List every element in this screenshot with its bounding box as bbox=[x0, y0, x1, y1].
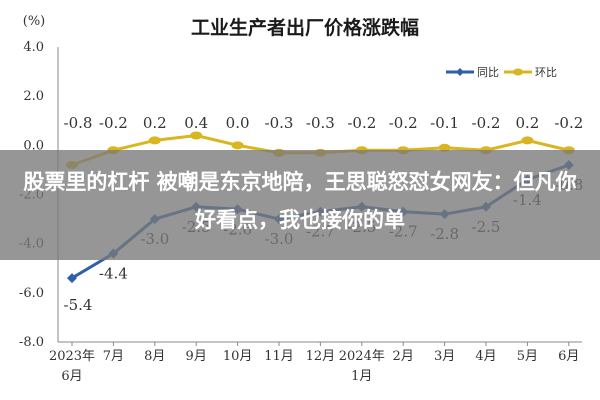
legend-label-1: 环比 bbox=[535, 66, 557, 79]
y-axis-unit: (%) bbox=[23, 14, 46, 29]
data-label: 0.2 bbox=[143, 114, 167, 132]
y-tick-label: 2.0 bbox=[23, 89, 44, 104]
data-label: -0.2 bbox=[554, 114, 583, 132]
legend-marker-mom bbox=[513, 68, 523, 76]
data-label: -0.3 bbox=[265, 114, 294, 132]
data-label: -0.2 bbox=[99, 114, 128, 132]
x-tick-label: 2024年 1月 bbox=[339, 349, 385, 384]
y-tick-label: 4.0 bbox=[23, 40, 44, 55]
data-label: -4.4 bbox=[99, 265, 128, 283]
legend-label-0: 同比 bbox=[477, 66, 499, 79]
data-point-mom bbox=[438, 143, 451, 152]
legend-marker-yoy bbox=[456, 68, 464, 76]
data-point-mom bbox=[231, 141, 244, 150]
x-tick-label: 5月 bbox=[517, 349, 538, 364]
chart-title: 工业生产者出厂价格涨跌幅 bbox=[191, 16, 419, 39]
data-label: 0.2 bbox=[515, 114, 539, 132]
y-tick-label: -6.0 bbox=[19, 286, 44, 301]
x-tick-label: 2月 bbox=[393, 349, 414, 364]
data-label: -0.2 bbox=[347, 114, 376, 132]
x-tick-label: 12月 bbox=[306, 349, 336, 364]
x-tick-label: 2023年 6月 bbox=[49, 349, 95, 384]
x-tick-label: 10月 bbox=[223, 349, 253, 364]
data-point-mom bbox=[148, 136, 161, 145]
overlay-headline: 股票里的杠杆 被嘲是东京地陪，王思聪怒怼女网友：但凡你好看点，我也接你的单 bbox=[23, 170, 577, 232]
data-label: 0.0 bbox=[226, 114, 250, 132]
data-label: -0.2 bbox=[389, 114, 418, 132]
data-label: -0.2 bbox=[472, 114, 501, 132]
data-point-mom bbox=[190, 131, 203, 140]
data-point-mom bbox=[521, 136, 534, 145]
x-tick-label: 7月 bbox=[103, 349, 124, 364]
y-tick-label: 0.0 bbox=[23, 138, 44, 153]
overlay-banner bbox=[0, 150, 600, 260]
data-point-yoy bbox=[67, 273, 77, 284]
x-tick-label: 8月 bbox=[144, 349, 165, 364]
data-label: 0.4 bbox=[184, 114, 208, 132]
data-label: -0.8 bbox=[64, 114, 93, 132]
x-tick-label: 9月 bbox=[186, 349, 207, 364]
data-label: -0.1 bbox=[430, 114, 459, 132]
data-label: -5.4 bbox=[64, 296, 93, 314]
data-label: -0.3 bbox=[306, 114, 335, 132]
legend: 同比 环比 bbox=[446, 66, 557, 79]
x-tick-label: 6月 bbox=[558, 349, 579, 364]
x-tick-label: 11月 bbox=[264, 349, 294, 364]
y-tick-label: -8.0 bbox=[19, 335, 44, 350]
x-tick-label: 4月 bbox=[475, 349, 496, 364]
x-tick-label: 3月 bbox=[434, 349, 455, 364]
